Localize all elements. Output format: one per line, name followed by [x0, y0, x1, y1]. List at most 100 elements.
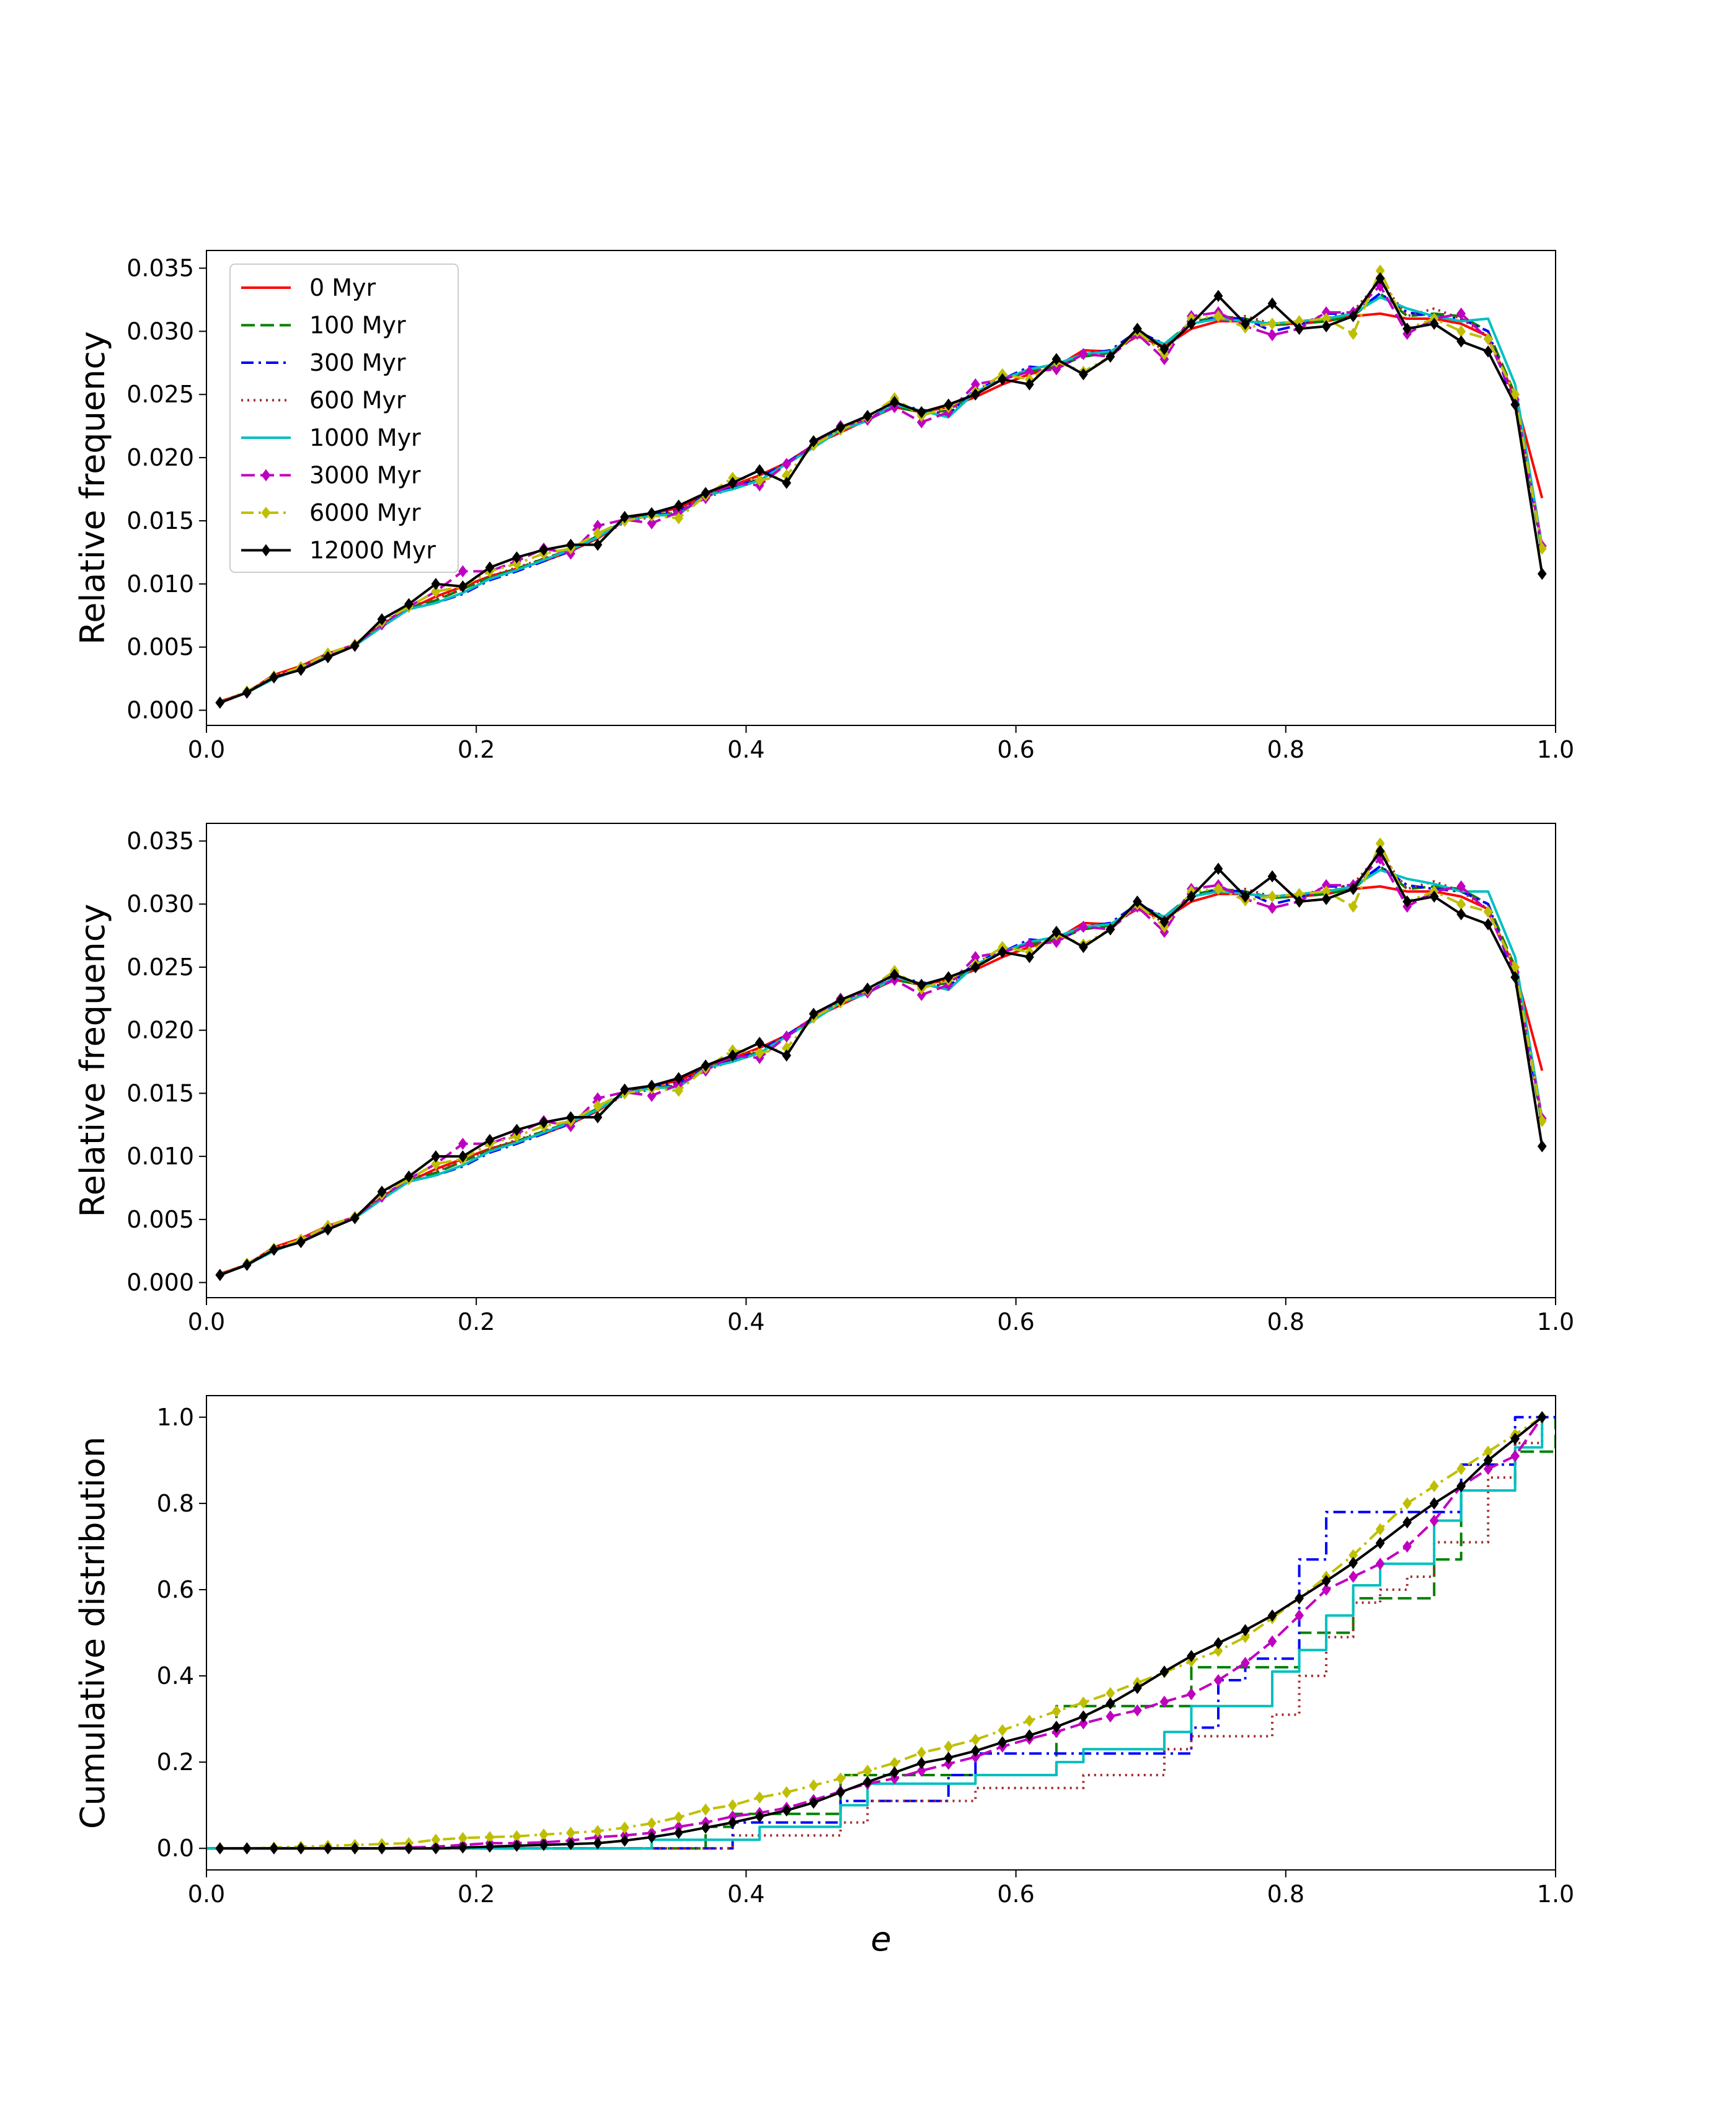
panel-3-point-6000-myr	[701, 1803, 711, 1816]
panel-3-point-6000-myr	[1429, 1480, 1439, 1492]
panel-3-point-12000-myr	[728, 1816, 738, 1829]
panel-1-point-12000-myr	[808, 435, 818, 448]
panel-3-point-3000-myr	[1241, 1657, 1250, 1670]
panel-3-point-12000-myr	[1537, 1410, 1547, 1424]
panel-1-point-6000-myr	[1456, 325, 1466, 338]
panel-3-point-3000-myr	[1402, 1540, 1412, 1553]
panel-2-point-6000-myr	[431, 1158, 441, 1171]
panel-2-ytick-label: 0.010	[126, 1143, 194, 1170]
panel-2-point-12000-myr	[836, 994, 846, 1006]
panel-3-point-12000-myr	[1213, 1637, 1223, 1650]
panel-2-point-6000-myr	[1483, 905, 1493, 918]
panel-1-plot-area	[215, 264, 1547, 709]
panel-1-point-12000-myr	[1537, 567, 1547, 580]
panel-2-point-12000-myr	[1213, 862, 1223, 875]
legend-box	[229, 264, 459, 573]
panel-1-point-12000-myr	[1052, 353, 1061, 366]
panel-1-point-12000-myr	[593, 538, 603, 551]
panel-2-point-12000-myr	[755, 1037, 764, 1049]
panel-3-point-3000-myr	[1321, 1583, 1331, 1596]
panel-3-point-12000-myr	[701, 1822, 711, 1834]
panel-2-series-0-myr	[219, 885, 1544, 1275]
panel-1-point-3000-myr	[647, 517, 657, 529]
panel-2-series-1000-myr	[219, 869, 1544, 1277]
legend-label-6000-myr: 6000 Myr	[309, 499, 421, 526]
panel-2-point-3000-myr	[1052, 936, 1061, 949]
panel-2-point-12000-myr	[1348, 882, 1358, 895]
panel-1-xtick-label: 0.8	[1267, 736, 1304, 763]
panel-2-point-12000-myr	[296, 1236, 306, 1249]
panel-3-point-6000-myr	[1241, 1631, 1250, 1644]
panel-2-point-12000-myr	[269, 1243, 279, 1256]
panel-1-xtick-label: 0.2	[458, 736, 495, 763]
panel-3-point-6000-myr	[782, 1786, 792, 1799]
panel-1-point-12000-myr	[296, 663, 306, 676]
panel-3-point-6000-myr	[944, 1740, 954, 1753]
panel-1-point-12000-myr	[1348, 310, 1358, 322]
panel-2-point-3000-myr	[647, 1089, 657, 1102]
panel-3-point-6000-myr	[593, 1825, 603, 1838]
panel-3-series-12000-myr	[219, 1416, 1543, 1850]
panel-3-point-12000-myr	[1105, 1697, 1115, 1710]
panel-2-point-6000-myr	[755, 1047, 764, 1060]
panel-3-point-12000-myr	[512, 1840, 521, 1852]
panel-3-series-6000-myr	[219, 1416, 1543, 1850]
panel-1-point-12000-myr	[1105, 350, 1115, 363]
panel-2-point-12000-myr	[323, 1223, 333, 1236]
panel-2-xtick-label: 1.0	[1537, 1308, 1574, 1335]
panel-3-point-3000-myr	[1133, 1704, 1142, 1717]
panel-2-point-12000-myr	[1429, 890, 1439, 903]
panel-3-plot-area	[206, 1410, 1556, 1855]
panel-3-point-3000-myr	[1348, 1570, 1358, 1583]
panel-3-point-6000-myr	[539, 1828, 549, 1841]
panel-1-point-6000-myr	[755, 474, 764, 487]
panel-2-series-300-myr	[219, 865, 1544, 1277]
panel-3: 0.0 0.2 0.4 0.6 0.8 1.0 0.0 0.2 0.4 0.6 0.8 1.0 Cumu…	[73, 1395, 1574, 1959]
panel-2-point-6000-myr	[1213, 882, 1223, 895]
panel-2-point-12000-myr	[1321, 893, 1331, 905]
panel-1-ytick-label: 0.025	[126, 381, 194, 408]
panel-3-point-12000-myr	[1348, 1557, 1358, 1569]
panel-3-point-12000-myr	[1483, 1454, 1493, 1467]
panel-2-point-6000-myr	[1267, 890, 1277, 903]
panel-2-point-12000-myr	[1375, 844, 1385, 857]
panel-3-point-12000-myr	[1079, 1710, 1088, 1723]
panel-3-point-12000-myr	[296, 1842, 306, 1855]
panel-2-point-12000-myr	[1133, 895, 1142, 908]
panel-3-point-3000-myr	[1295, 1609, 1304, 1622]
panel-1-ytick-label: 0.010	[126, 570, 194, 598]
panel-1-ytick-label: 0.015	[126, 507, 194, 534]
panel-3-series-3000-myr	[219, 1416, 1543, 1850]
panel-2-point-6000-myr	[1456, 898, 1466, 911]
panel-2-point-3000-myr	[916, 988, 926, 1001]
panel-1-point-12000-myr	[782, 477, 792, 489]
panel-3-point-12000-myr	[1321, 1575, 1331, 1587]
panel-1-point-12000-myr	[944, 398, 954, 411]
panel-2-point-12000-myr	[1510, 971, 1520, 984]
panel-1-point-12000-myr	[485, 561, 495, 574]
panel-3-point-3000-myr	[1429, 1514, 1439, 1527]
panel-1-y-axis-label: Relative frequency	[73, 331, 112, 645]
panel-2-point-12000-myr	[916, 978, 926, 991]
panel-2-ytick-label: 0.005	[126, 1206, 194, 1233]
panel-1-point-12000-myr	[1483, 345, 1493, 358]
panel-2-point-12000-myr	[1159, 915, 1169, 928]
panel-3-point-12000-myr	[782, 1804, 792, 1817]
panel-3-point-6000-myr	[1024, 1714, 1034, 1727]
panel-2-xtick-label: 0.6	[997, 1308, 1034, 1335]
panel-1-point-3000-myr	[1456, 308, 1466, 320]
panel-2-point-6000-myr	[674, 1084, 683, 1097]
legend-label-12000-myr: 12000 Myr	[309, 537, 436, 564]
panel-3-point-12000-myr	[539, 1838, 549, 1851]
panel-1-point-12000-myr	[1187, 317, 1196, 330]
panel-2-xtick-label: 0.8	[1267, 1308, 1304, 1335]
panel-2-point-12000-myr	[215, 1269, 225, 1282]
panel-2-point-12000-myr	[404, 1170, 414, 1183]
panel-2-point-12000-myr	[1483, 918, 1493, 931]
panel-2-ytick-label: 0.015	[126, 1079, 194, 1107]
panel-3-series-1000-myr	[206, 1417, 1544, 1850]
panel-1-series-3000-myr	[219, 285, 1544, 704]
panel-1-point-12000-myr	[674, 499, 683, 512]
panel-1-point-12000-myr	[916, 405, 926, 418]
